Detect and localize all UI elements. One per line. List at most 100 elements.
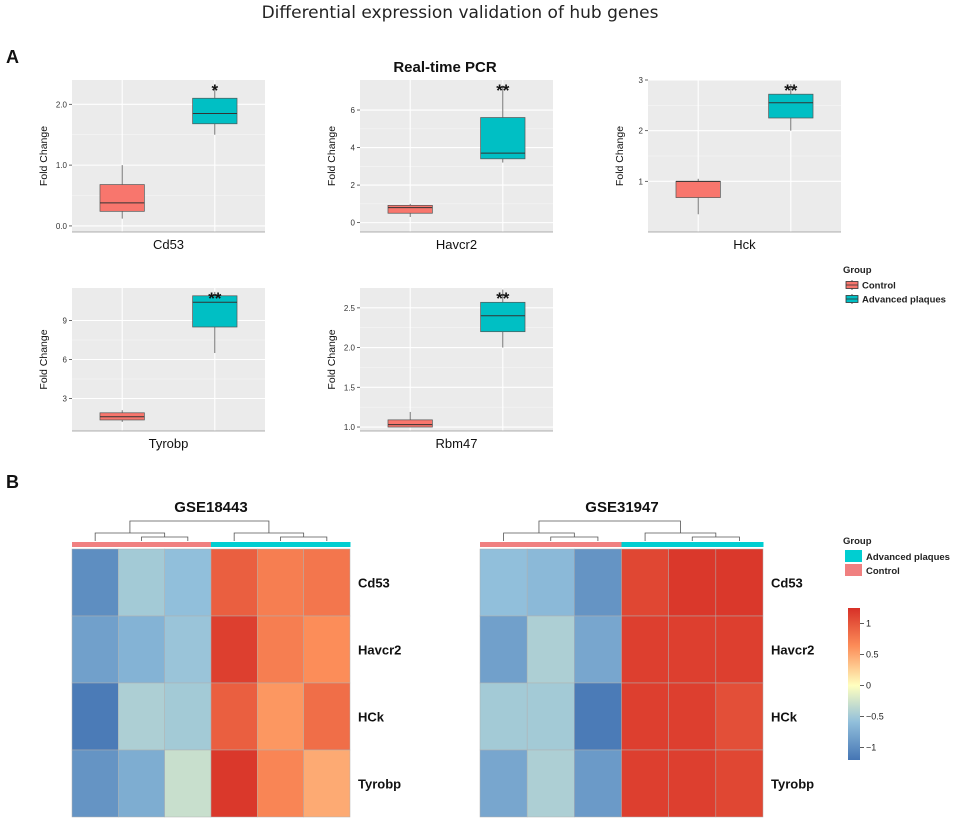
heatmap-cell <box>479 615 528 684</box>
boxplot-hck: 1 2 3 Hck Fold Change ** <box>614 76 841 252</box>
heatmap-cell <box>303 749 351 818</box>
dendrogram-branch <box>550 536 599 541</box>
heatmap-cell <box>621 682 669 751</box>
y-tick-label: 6 <box>351 106 356 115</box>
group-annotation-cell <box>303 542 351 547</box>
heatmap-gse31947: GSE31947 Cd53 Havcr2 HCk Tyrobp <box>479 499 814 818</box>
heatmap-cell <box>303 682 351 751</box>
heatmap-cell <box>210 682 258 751</box>
heatmap-cell <box>303 615 351 684</box>
heatmap-cell <box>210 749 258 818</box>
heatmap-gse18443: GSE18443 Cd53 Havcr2 HCk Tyrobp <box>71 499 401 818</box>
heatmap-cell <box>118 682 165 751</box>
y-tick-label: 2 <box>351 181 356 190</box>
y-tick-label: 4 <box>351 144 356 153</box>
box-control <box>387 203 433 217</box>
x-axis-label: Havcr2 <box>436 237 477 252</box>
y-tick-label: 6 <box>63 356 68 365</box>
box-control <box>675 178 721 215</box>
heatmap-row-label: Havcr2 <box>358 643 401 658</box>
box-iqr <box>768 93 814 119</box>
heatmap-cell <box>621 548 669 617</box>
dendrogram-branch <box>129 520 270 533</box>
y-axis-label: Fold Change <box>38 126 50 186</box>
heatmap-cell <box>71 682 119 751</box>
heatmap-row-label: Havcr2 <box>771 643 814 658</box>
heatmap-cell <box>526 548 575 617</box>
colorbar-tick-label: −1 <box>866 743 876 753</box>
group-annotation-cell <box>72 542 119 547</box>
heatmap-cell <box>526 615 575 684</box>
heatmap-cell <box>303 548 351 617</box>
x-axis-label: Cd53 <box>153 237 184 252</box>
group-annotation-cell <box>621 542 670 547</box>
boxplot-rbm47: 1.0 1.5 2.0 2.5 Rbm47 Fold Change ** <box>326 288 553 451</box>
legend-group-b: Group Advanced plaques Control <box>843 536 950 577</box>
heatmap-cell <box>71 548 119 617</box>
heatmap-cell <box>715 749 764 818</box>
heatmap-cell <box>479 749 528 818</box>
box-control <box>99 165 145 219</box>
group-annotation-cell <box>574 542 622 547</box>
group-annotation-cell <box>118 542 166 547</box>
colorbar-tick-label: −0.5 <box>866 712 884 722</box>
x-axis-label: Tyrobp <box>149 436 189 451</box>
heatmap-cell <box>574 749 622 818</box>
dendrogram-branch <box>538 520 681 533</box>
legend-a-label-control: Control <box>862 281 896 292</box>
group-annotation-cell <box>715 542 764 547</box>
colorbar <box>848 608 860 760</box>
heatmap-cell <box>257 548 304 617</box>
box-iqr <box>480 301 526 333</box>
y-axis-label: Fold Change <box>326 126 338 186</box>
heatmap-title: GSE31947 <box>585 499 658 516</box>
significance-mark: ** <box>496 81 510 100</box>
legend-group-a: Group Control Advanced plaques <box>843 265 946 306</box>
y-tick-label: 1.0 <box>344 423 356 432</box>
y-tick-label: 0.0 <box>56 222 68 231</box>
heatmap-cell <box>257 682 304 751</box>
heatmap-cell <box>574 615 622 684</box>
heatmap-cell <box>210 615 258 684</box>
heatmap-cell <box>164 548 212 617</box>
y-tick-label: 3 <box>63 395 68 404</box>
heatmap-cell <box>257 749 304 818</box>
group-annotation-cell <box>480 542 528 547</box>
heatmap-cell <box>118 548 165 617</box>
legend-b-title: Group <box>843 536 872 547</box>
group-annotation-cell <box>527 542 575 547</box>
heatmap-cell <box>526 682 575 751</box>
heatmap-cell <box>668 615 717 684</box>
colorbar-tick-label: 1 <box>866 619 871 629</box>
y-tick-label: 0 <box>351 219 356 228</box>
heatmap-row-label: Tyrobp <box>771 777 814 792</box>
box-control <box>387 411 433 428</box>
dendrogram-branch <box>141 536 189 541</box>
x-axis-label: Rbm47 <box>436 436 478 451</box>
heatmap-cell <box>715 615 764 684</box>
column-dendrogram <box>94 520 328 541</box>
colorbar-ticks: 1 0.5 0 −0.5 −1 <box>860 619 884 753</box>
group-annotation-cell <box>211 542 258 547</box>
heatmap-cell <box>479 548 528 617</box>
panel-a-label: A <box>6 47 19 67</box>
heatmap-cell <box>668 682 717 751</box>
heatmap-cell <box>574 682 622 751</box>
panel-b-label: B <box>6 472 19 492</box>
heatmap-cell <box>164 749 212 818</box>
heatmap-row-label: Cd53 <box>358 576 390 591</box>
box-advanced-plaques <box>768 84 814 131</box>
legend-b-label-advanced: Advanced plaques <box>866 552 950 563</box>
y-tick-label: 2.0 <box>344 344 356 353</box>
box-advanced-plaques <box>480 289 526 348</box>
heatmap-cell <box>210 548 258 617</box>
box-iqr <box>192 295 238 328</box>
box-iqr <box>99 184 145 212</box>
y-axis-label: Fold Change <box>38 329 50 389</box>
legend-a-key-advanced <box>845 294 859 304</box>
figure-title: Differential expression validation of hu… <box>262 3 659 23</box>
heatmap-cell <box>621 749 669 818</box>
boxplot-cd53: 0.0 1.0 2.0 Cd53 Fold Change * <box>38 80 265 252</box>
y-tick-label: 3 <box>639 76 644 85</box>
